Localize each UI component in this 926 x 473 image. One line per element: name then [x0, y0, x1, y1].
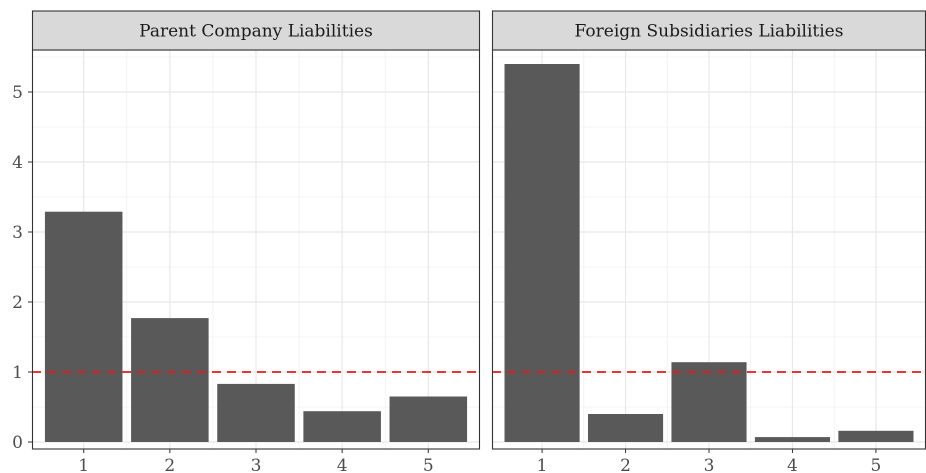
- y-tick-label: 5: [12, 83, 23, 103]
- bar-3: [671, 362, 747, 442]
- x-tick-label: 1: [537, 456, 548, 473]
- bar-5: [838, 430, 914, 442]
- bar-3: [217, 383, 295, 442]
- facet-strip-label: Foreign Subsidiaries Liabilities: [575, 22, 844, 42]
- facet-strip: [31, 10, 481, 51]
- x-tick-label: 3: [251, 456, 262, 473]
- y-tick-label: 2: [12, 293, 23, 313]
- x-tick-label: 1: [78, 456, 89, 473]
- y-tick-label: 3: [12, 223, 23, 243]
- x-tick-label: 3: [704, 456, 715, 473]
- y-axis: 0 1 2 3 4 5: [12, 83, 32, 453]
- bar-1: [504, 64, 580, 442]
- bar-2: [587, 414, 664, 442]
- x-tick-label: 4: [337, 456, 348, 473]
- facet-strip-label: Parent Company Liabilities: [139, 22, 373, 42]
- y-tick-label: 4: [12, 153, 23, 173]
- bar-4: [303, 411, 381, 442]
- panel-foreign-subsidiaries: Foreign Subsidiaries Liabilities 1 2 3 4 5: [491, 10, 926, 473]
- bar-4: [754, 437, 831, 442]
- x-tick-label: 2: [164, 456, 175, 473]
- x-tick-label: 5: [871, 456, 882, 473]
- y-tick-label: 0: [12, 433, 23, 453]
- x-tick-label: 5: [423, 456, 434, 473]
- x-tick-label: 4: [787, 456, 798, 473]
- bar-5: [389, 396, 468, 442]
- x-tick-label: 2: [620, 456, 631, 473]
- panel-parent-company: Parent Company Liabilities 1 2 3 4 5: [31, 10, 481, 473]
- y-tick-label: 1: [12, 363, 23, 383]
- bar-2: [131, 318, 209, 442]
- bar-1: [44, 211, 123, 442]
